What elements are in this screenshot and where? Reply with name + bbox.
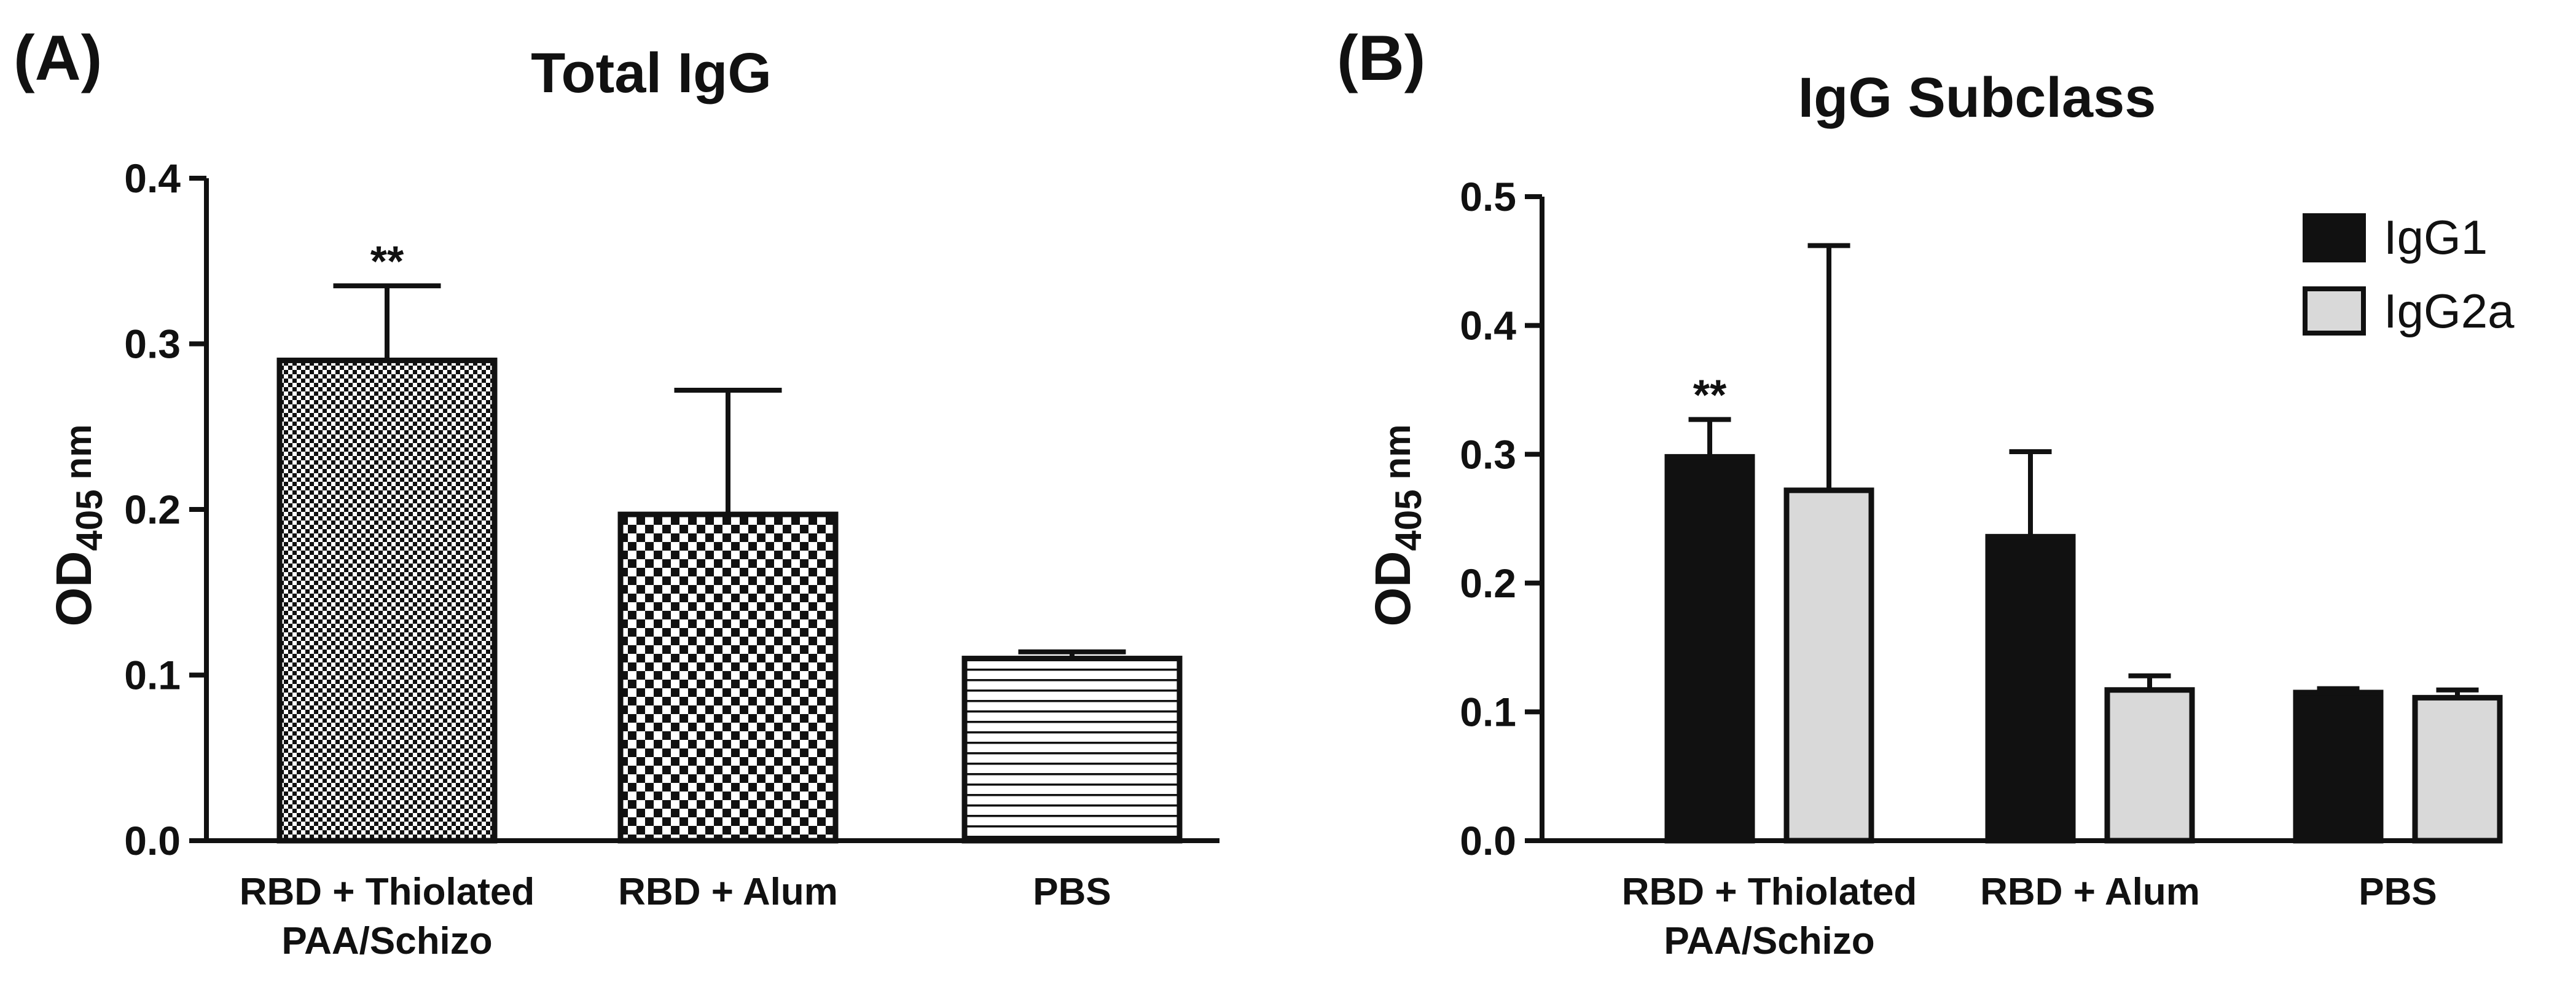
panel-b-ylabel-main: OD: [1365, 551, 1421, 627]
panel-b-bar-s1-c0: [1783, 487, 1874, 844]
legend-swatch-igg1: [2303, 213, 2366, 262]
panel-a-significance-s0-c0: **: [370, 237, 404, 285]
legend-label-igg2a: IgG2a: [2384, 284, 2515, 338]
panel-b-ytick-label-1: 0.1: [1460, 689, 1516, 735]
panel-b-ylabel-sub: 405: [1388, 489, 1429, 551]
panel-a-ylabel-unit: nm: [58, 424, 99, 479]
panel-b-xlabel-1: RBD + Alum: [1980, 871, 2200, 913]
panel-a-bar-s0-c1: [617, 511, 839, 844]
panel-b-bar-s1-c2: [2412, 694, 2503, 844]
panel-a-ytick-label-0: 0.0: [124, 818, 181, 863]
panel-b-ytick-label-4: 0.4: [1460, 303, 1516, 348]
panel-a-title: Total IgG: [531, 42, 772, 104]
panel-a-ylabel-sub: 405: [69, 489, 110, 551]
legend-label-igg1: IgG1: [2384, 210, 2488, 264]
panel-a-ytick-label-4: 0.4: [124, 155, 181, 201]
panel-b-ytick-label-3: 0.3: [1460, 431, 1516, 477]
panel-a-ytick-label-1: 0.1: [124, 653, 181, 698]
panel-a-ytick-label-3: 0.3: [124, 321, 181, 367]
panel-b-y-axis-label: OD405 nm: [1365, 424, 1429, 626]
panel-b-legend: IgG1 IgG2a: [2303, 210, 2515, 338]
legend-swatch-igg2a: [2303, 286, 2366, 336]
panel-a-bar-s0-c2: [961, 656, 1183, 844]
svg-text:OD405nm: OD405 nm: [1365, 424, 1429, 626]
panel-b-xlabel-0-line2: PAA/Schizo: [1664, 920, 1874, 962]
panel-b-xlabel-0: RBD + Thiolated: [1622, 871, 1917, 913]
svg-text:OD405nm: OD405 nm: [46, 424, 110, 626]
panel-a-ytick-label-2: 0.2: [124, 487, 181, 532]
panel-b-bar-s0-c2: [2293, 689, 2384, 844]
panel-b-bar-s0-c0: [1664, 454, 1755, 844]
panel-b-bar-s1-c1: [2104, 687, 2195, 844]
panel-b-ytick-label-0: 0.0: [1460, 818, 1516, 863]
panel-a-xlabel-0: RBD + Thiolated: [240, 871, 535, 913]
panel-b-ylabel-unit: nm: [1377, 424, 1418, 479]
panel-b-bar-s0-c1: [1985, 533, 2076, 844]
panel-a-ylabel-main: OD: [46, 551, 102, 627]
panel-a-xlabel-0-line2: PAA/Schizo: [281, 920, 492, 962]
panel-a-label: (A): [14, 23, 102, 94]
panel-b-ytick-label-2: 0.2: [1460, 560, 1516, 606]
panel-b-label: (B): [1337, 23, 1425, 94]
panel-b-ytick-label-5: 0.5: [1460, 174, 1516, 219]
panel-a-y-axis-label: OD405 nm: [46, 424, 110, 626]
panel-b: (B) IgG Subclass OD405 nm 0.0 0.1 0.2 0.3 0.4…: [1337, 23, 2515, 962]
panel-b-title: IgG Subclass: [1798, 66, 2156, 129]
panel-a-xlabel-1: RBD + Alum: [618, 871, 838, 913]
panel-b-significance-s0-c0: **: [1693, 371, 1727, 419]
panel-a: (A) Total IgG OD405 nm 0.0 0.1 0.2 0.3 0.4 **…: [14, 23, 1219, 962]
panel-a-bar-s0-c0: [276, 357, 498, 844]
panel-a-xlabel-2: PBS: [1033, 871, 1111, 913]
panel-b-xlabel-2: PBS: [2359, 871, 2437, 913]
